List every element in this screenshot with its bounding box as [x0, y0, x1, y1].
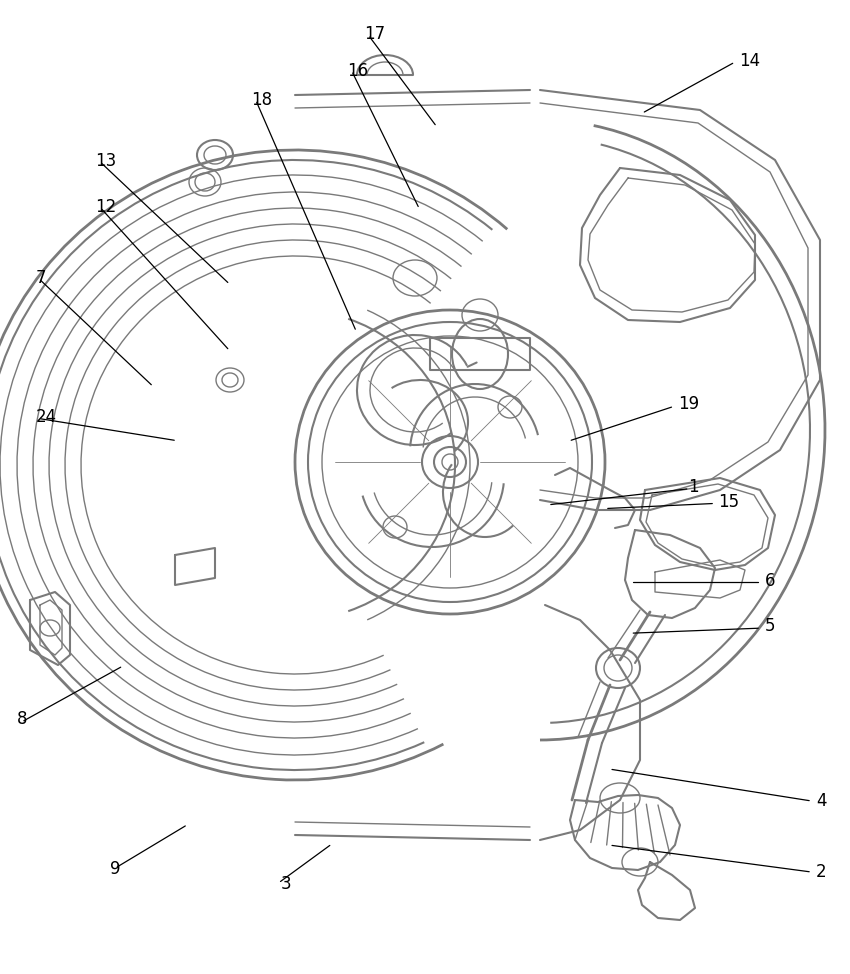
- Text: 14: 14: [740, 53, 761, 70]
- Text: 2: 2: [816, 863, 826, 880]
- Text: 15: 15: [718, 493, 740, 510]
- Text: 1: 1: [688, 478, 699, 496]
- Text: 4: 4: [816, 792, 826, 809]
- Text: 17: 17: [364, 25, 385, 43]
- Text: 6: 6: [765, 572, 775, 589]
- Text: 19: 19: [678, 395, 700, 413]
- Text: 24: 24: [36, 408, 57, 426]
- Text: 5: 5: [765, 618, 775, 635]
- Text: 13: 13: [95, 152, 116, 169]
- Text: 7: 7: [36, 269, 46, 286]
- Text: 16: 16: [347, 62, 368, 80]
- Text: 8: 8: [17, 710, 27, 728]
- Text: 18: 18: [251, 92, 272, 109]
- Text: 3: 3: [280, 876, 291, 893]
- Text: 12: 12: [95, 199, 116, 216]
- Text: 9: 9: [110, 860, 121, 878]
